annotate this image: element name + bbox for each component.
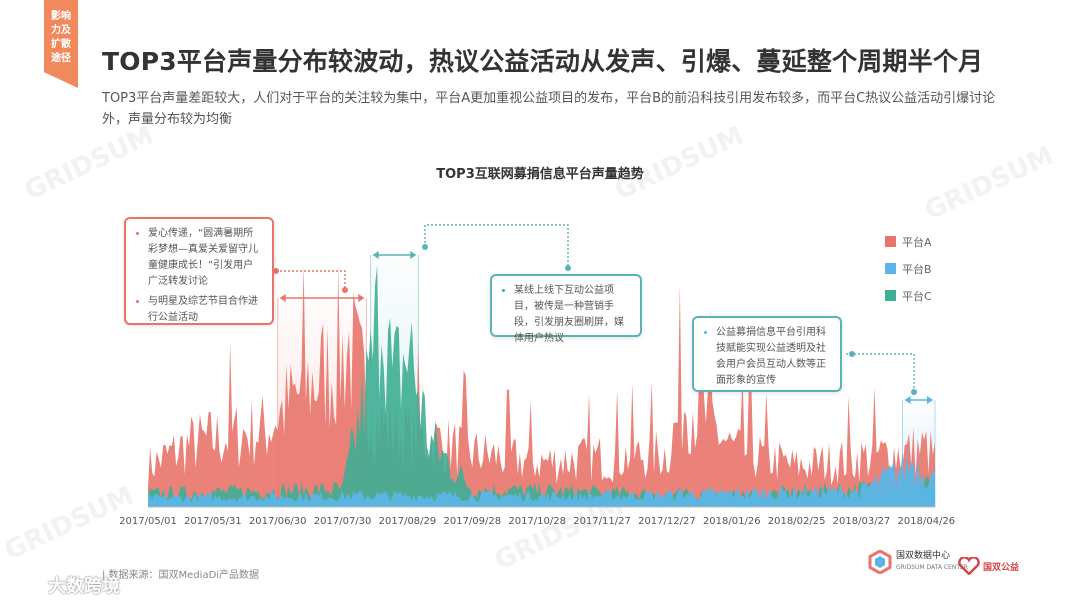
series-layer [148,265,935,507]
highlight-range-arrowhead [279,294,286,302]
x-tick-label: 2017/05/01 [119,516,177,527]
series-area-平台B [148,450,935,507]
legend-swatch [885,236,896,247]
x-tick-label: 2017/10/28 [508,516,566,527]
chart-legend: 平台A 平台B 平台C [885,228,932,309]
connector-dot [565,265,571,271]
connector-dot [342,287,348,293]
brand-text: 大数跨境 [48,576,120,597]
x-tick-label: 2017/07/30 [314,516,372,527]
watermark-layer: GRIDSUM GRIDSUM GRIDSUM GRIDSUM GRIDSUM [0,121,1058,577]
x-tick-label: 2018/04/26 [898,516,956,527]
annotation-text: 爱心传递，“圆满暑期所彩梦想—真爱关爱留守儿童健康成长！”引发用户广泛转发讨论 [148,226,262,290]
x-tick-label: 2018/02/25 [768,516,826,527]
connector-line [424,224,569,268]
annotation-text: 与明星及综艺节目合作进行公益活动 [148,294,262,326]
annotation-text: 公益募捐信息平台引用科技赋能实现公益透明及社会用户会员互动人数等正面形象的宣传 [716,325,830,389]
x-tick-label: 2018/03/27 [833,516,891,527]
logo-line: 国双数据中心 [896,551,951,561]
corner-tag-line: 力及 [51,25,71,36]
x-tick-label: 2017/05/31 [184,516,242,527]
logo-line: GRIDSUM DATA CENTER [896,564,968,571]
corner-tag-line: 扩散 [51,39,71,50]
series-area-平台A [148,265,935,507]
highlight-range-arrowhead [372,251,379,259]
connector-dot [273,268,279,274]
watermark-text: GRIDSUM [0,481,138,567]
annotation-platform-b: 公益募捐信息平台引用科技赋能实现公益透明及社会用户会员互动人数等正面形象的宣传 [692,316,842,392]
connector-line [276,270,346,290]
legend-label: 平台A [902,235,932,249]
x-tick-label: 2017/06/30 [249,516,307,527]
annotation-text: 某线上线下互动公益项目，被传是一种营销手段，引发朋友圈刷屏，媒体用户热议 [514,283,630,347]
legend-item-platform-c[interactable]: 平台C [885,282,932,309]
logo-text: 国双公益 [983,562,1020,573]
x-tick-label: 2017/12/27 [638,516,696,527]
corner-tag-line: 影响 [51,11,71,22]
connector-dot [911,389,917,395]
annotation-platform-c: 某线上线下互动公益项目，被传是一种营销手段，引发朋友圈刷屏，媒体用户热议 [490,274,642,344]
chart-title: TOP3互联网募捐信息平台声量趋势 [436,167,644,182]
legend-swatch [885,290,896,301]
gridsum-data-center-logo: 国双数据中心 GRIDSUM DATA CENTER [868,550,968,574]
hexagon-logo-icon [868,550,892,574]
legend-swatch [885,263,896,274]
connector-line [846,353,915,392]
x-tick-label: 2017/09/28 [443,516,501,527]
page-title: TOP3平台声量分布较波动，热议公益活动从发声、引爆、蔓延整个周期半个月 [102,47,984,76]
gridsum-charity-logo: 国双公益 [958,557,1019,575]
x-tick-label: 2017/11/27 [573,516,631,527]
annotation-connectors [273,224,917,395]
legend-item-platform-b[interactable]: 平台B [885,255,932,282]
legend-label: 平台C [902,289,932,303]
x-tick-label: 2018/01/26 [703,516,761,527]
heart-logo-icon [958,557,980,575]
section-corner-tag: 影响 力及 扩散 途径 [44,0,78,88]
highlight-range-arrowhead [410,251,417,259]
corner-tag-line: 途径 [51,53,71,64]
annotation-platform-a: 爱心传递，“圆满暑期所彩梦想—真爱关爱留守儿童健康成长！”引发用户广泛转发讨论 … [124,217,274,325]
highlight-range-arrowhead [358,294,365,302]
connector-dot [422,244,428,250]
brand-logo-icon [10,576,42,594]
watermark-text: GRIDSUM [920,141,1058,227]
x-tick-label: 2017/08/29 [379,516,437,527]
connector-dot [849,351,855,357]
brand-watermark: 大数跨境 [10,572,120,598]
page-subtitle: TOP3平台声量差距较大，人们对于平台的关注较为集中，平台A更加重视公益项目的发… [102,91,996,127]
highlight-range-arrowhead [927,396,933,404]
data-source: | 数据来源：国双MediaDi产品数据 [102,570,260,581]
legend-item-platform-a[interactable]: 平台A [885,228,932,255]
legend-label: 平台B [902,262,932,276]
x-axis-ticks: 2017/05/01 2017/05/31 2017/06/30 2017/07/30… [119,516,955,527]
highlight-range-arrowhead [904,396,911,404]
